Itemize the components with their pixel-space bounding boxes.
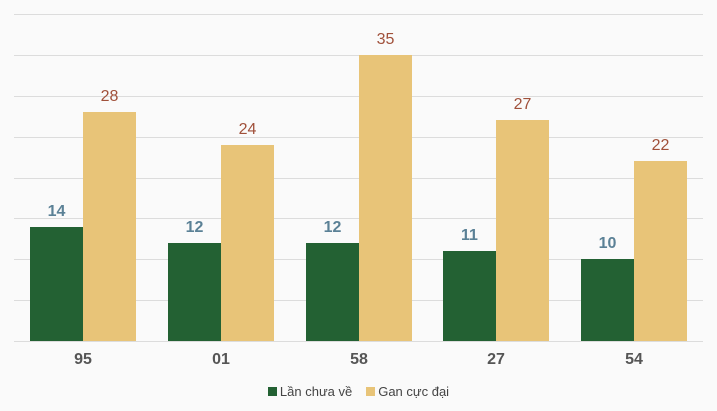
bar-lan-chua-ve-58[interactable] (306, 243, 359, 341)
bar-gan-cuc-dai-58[interactable] (359, 55, 412, 341)
data-label: 24 (238, 121, 257, 138)
legend-swatch-icon (366, 387, 376, 396)
x-axis-label: 54 (625, 351, 643, 368)
data-label: 12 (185, 219, 204, 236)
data-label: 11 (461, 227, 478, 244)
x-axis-label: 58 (350, 351, 368, 368)
legend: Lần chưa về Gan cực đại (0, 384, 717, 399)
bar-lan-chua-ve-54[interactable] (581, 259, 634, 341)
data-label: 10 (598, 235, 617, 252)
gridline (14, 55, 703, 56)
x-axis-label: 95 (74, 351, 92, 368)
legend-item-lan-chua-ve[interactable]: Lần chưa về (267, 384, 353, 399)
bar-gan-cuc-dai-01[interactable] (221, 145, 274, 341)
bar-lan-chua-ve-95[interactable] (30, 227, 83, 341)
x-axis-label: 01 (212, 351, 230, 368)
data-label: 22 (651, 137, 670, 154)
legend-label: Lần chưa về (279, 384, 353, 399)
data-label: 14 (47, 203, 66, 220)
data-label: 28 (100, 88, 119, 105)
gridline (14, 178, 703, 179)
gridline (14, 341, 703, 342)
gridline (14, 96, 703, 97)
gridline (14, 137, 703, 138)
x-axis-label: 27 (487, 351, 505, 368)
gridline (14, 218, 703, 219)
bar-lan-chua-ve-01[interactable] (168, 243, 221, 341)
gridline (14, 14, 703, 15)
bar-lan-chua-ve-27[interactable] (443, 251, 496, 341)
data-label: 27 (513, 96, 532, 113)
data-label: 12 (323, 219, 342, 236)
bar-gan-cuc-dai-27[interactable] (496, 120, 549, 341)
legend-swatch-icon (267, 387, 277, 396)
bar-gan-cuc-dai-54[interactable] (634, 161, 687, 341)
legend-label: Gan cực đại (378, 384, 450, 399)
legend-item-gan-cuc-dai[interactable]: Gan cực đại (366, 384, 449, 399)
data-label: 35 (376, 31, 395, 48)
bar-gan-cuc-dai-95[interactable] (83, 112, 136, 341)
